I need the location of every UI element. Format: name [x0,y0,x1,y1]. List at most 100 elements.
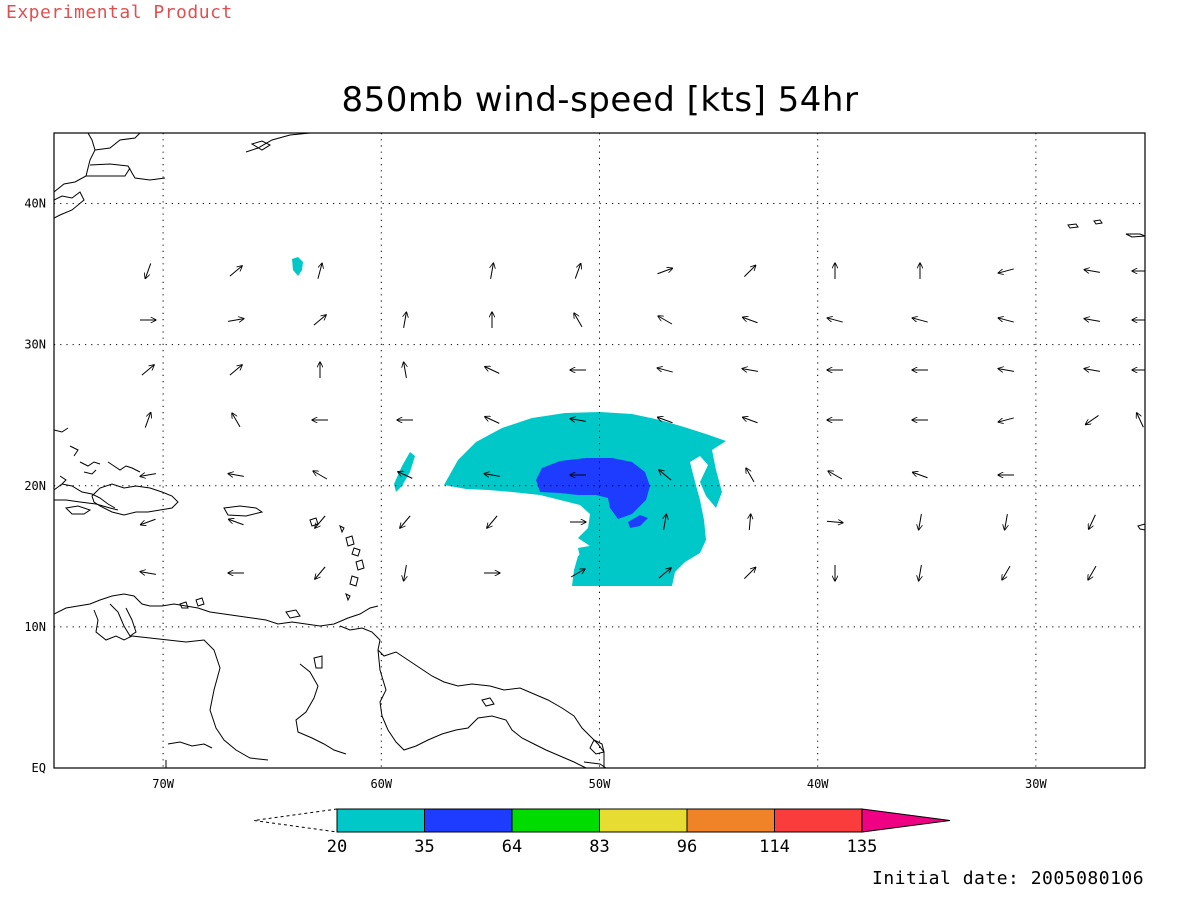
wind-arrow [1137,413,1144,428]
lat-tick-label: EQ [32,761,46,775]
wind-arrow [743,567,755,580]
colorbar-label: 20 [327,837,347,857]
wind-arrow [1084,319,1100,322]
experimental-product-watermark: Experimental Product [6,2,233,23]
wind-arrow [659,470,672,481]
map-frame [53,132,1146,769]
wind-arrow [315,515,326,528]
wind-speed-colorbar: 20 35 64 83 96 114 135 [253,808,951,857]
wind-speed-20kt-shading [292,257,726,586]
wind-arrow [998,268,1014,273]
colorbar-label: 135 [847,837,878,857]
lat-tick-label: 30N [24,338,46,352]
wind-arrow [570,569,585,578]
colorbar-under-triangle [253,808,338,833]
wind-arrow [140,474,156,477]
lat-tick-label: 10N [24,620,46,634]
wind-arrow [313,471,328,480]
wind-arrow [400,515,411,528]
wind-arrow [228,319,244,322]
wind-arrow [317,263,322,279]
wind-arrow [315,566,326,579]
wind-arrow [404,362,407,378]
map-title: 850mb wind-speed [kts] 54hr [341,80,859,120]
wind-arrow [749,514,750,531]
wind-arrow [742,317,758,324]
wind-arrow [228,519,244,526]
wind-arrow [1084,369,1100,372]
wind-arrow [574,313,583,328]
wind-arrow [1085,415,1099,424]
wind-arrow [1089,514,1096,530]
wind-arrow [229,266,242,277]
wind-arrow [485,417,500,424]
colorbar-segment [686,808,775,833]
wind-speed-35kt-shading [536,458,650,528]
lat-lon-grid [54,133,1145,768]
wind-arrow [919,514,922,530]
lat-tick-label: 40N [24,197,46,211]
wind-arrow [229,365,242,376]
wind-arrow [570,419,586,422]
lat-tick-label: 20N [24,479,46,493]
wind-arrow [141,365,154,376]
lon-tick-label: 40W [807,777,829,791]
wind-arrow [145,263,152,278]
wind-arrow [657,268,672,275]
colorbar-label: 64 [502,837,522,857]
wind-arrow [140,572,156,575]
wind-arrow [664,514,667,530]
wind-arrow [658,316,673,325]
wind-arrow [1002,565,1011,580]
initial-date-label: Initial date: 2005080106 [872,868,1145,889]
wind-arrow [574,263,580,279]
wind-arrow [491,263,494,279]
lon-tick-label: 50W [589,777,611,791]
wind-arrow [404,312,407,328]
wind-arrow [144,412,150,428]
colorbar-label: 83 [589,837,609,857]
colorbar-label: 35 [414,837,434,857]
wind-arrow [313,315,326,326]
wind-arrow [658,568,671,579]
colorbar-segment [336,808,425,833]
wind-arrow [228,474,244,477]
wind-arrow [1005,514,1008,530]
colorbar-label: 114 [759,837,790,857]
wind-arrow [232,413,241,428]
lon-tick-label: 60W [370,777,392,791]
wind-arrow [657,417,673,424]
colorbar-label: 96 [677,837,697,857]
lon-tick-label: 70W [152,777,174,791]
wind-arrow [1084,270,1100,273]
colorbar-segment [774,808,863,833]
wind-arrow [485,367,500,374]
wind-arrow [998,369,1014,372]
wind-arrow [398,472,413,479]
wind-arrow [487,515,498,528]
longitude-labels: 70W 60W 50W 40W 30W [152,777,1047,791]
wind-arrow [742,369,758,372]
latitude-labels: EQ 10N 20N 30N 40N [24,197,46,775]
wind-arrow [827,318,843,323]
colorbar-segment [599,808,688,833]
wind-arrow [919,565,922,581]
coastlines [54,133,1145,768]
lon-tick-label: 30W [1025,777,1047,791]
wind-arrow [1088,565,1097,580]
wind-arrow [140,518,156,524]
colorbar-over-triangle [861,808,951,833]
wind-arrow [828,471,843,480]
wind-arrow [657,368,673,373]
wind-arrow [404,565,407,581]
wind-vectors [140,263,1145,581]
colorbar-segment [511,808,600,833]
wind-arrow [743,265,755,278]
wind-arrow [912,472,928,479]
colorbar-segment [424,808,513,833]
wind-arrow [746,468,755,483]
wind-arrow [998,417,1014,422]
wind-arrow [912,318,928,323]
